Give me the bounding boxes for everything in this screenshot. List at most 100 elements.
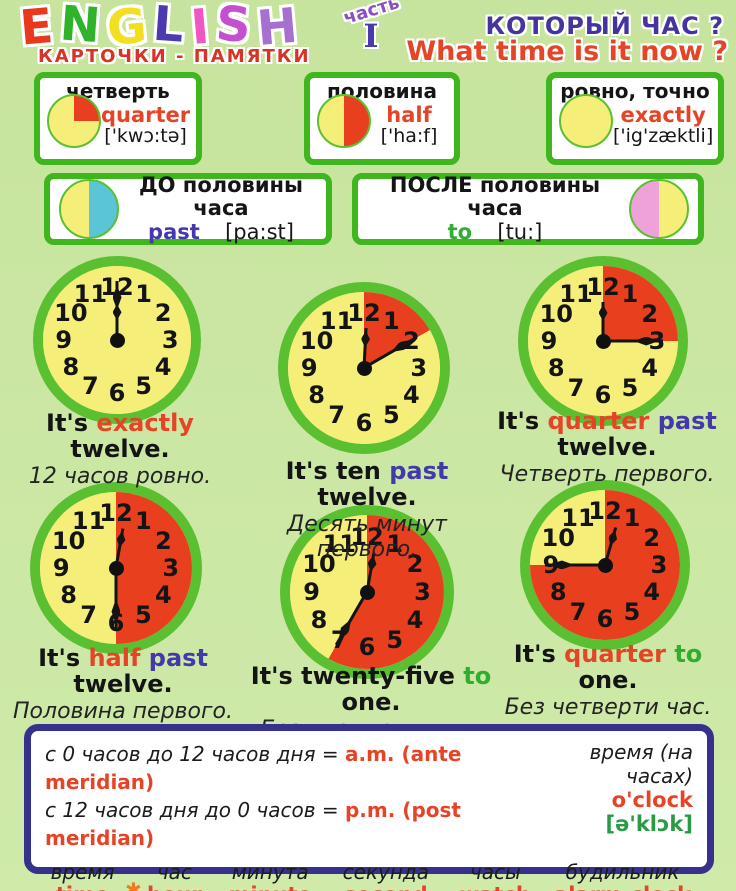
clock-face: 121234567891011 xyxy=(40,492,192,644)
vocab-alarm-clock: будильник alarm-clock [ə'la:m-klɔk] xyxy=(552,861,693,891)
concept-en: half xyxy=(386,102,432,127)
concept-card-half: половина half ['ha:f] xyxy=(304,72,460,165)
vocab-en: hour xyxy=(142,883,208,891)
clock-number: 5 xyxy=(386,626,404,654)
text-segment: It's xyxy=(513,640,565,668)
clock-center-dot xyxy=(359,584,375,600)
text-segment: It's xyxy=(497,407,548,435)
caption-en: It's half past twelve. xyxy=(0,645,246,698)
hour-hand xyxy=(598,302,608,341)
concept-ru: четверть xyxy=(66,79,170,103)
clock-number: 12 xyxy=(347,299,381,328)
vocab-time: время time ['taim] xyxy=(45,861,120,891)
quarter-pie-icon xyxy=(47,94,101,148)
clock-number: 11 xyxy=(71,506,106,535)
minute-hand xyxy=(545,564,605,567)
clock-number: 4 xyxy=(403,381,420,410)
concept-en: exactly xyxy=(620,102,706,127)
clock-number: 4 xyxy=(154,352,172,381)
clock-number: 10 xyxy=(51,526,86,555)
rule-ipa: [tu:] xyxy=(497,220,543,245)
clock-number: 11 xyxy=(561,504,595,533)
vocab-en: minute xyxy=(229,883,312,891)
text-segment: [ə'klɔk] xyxy=(605,812,693,836)
am-rule: с 0 часов до 12 часов дня = a.m. (ante m… xyxy=(45,740,532,796)
text-segment: to xyxy=(674,640,703,668)
clock-number: 12 xyxy=(586,273,620,301)
text-segment: o'clock xyxy=(611,788,693,812)
clock-number: 11 xyxy=(322,529,356,558)
text-segment: twelve. xyxy=(317,483,417,512)
clock-caption: It's quarter to one. Без четверти час. xyxy=(482,641,734,720)
clock-number: 10 xyxy=(539,300,573,328)
text-segment: a.m. (ante meridian) xyxy=(45,742,462,794)
clock-face: 121234567891011 xyxy=(528,266,678,416)
text-segment: quarter xyxy=(547,407,650,435)
clock-number: 9 xyxy=(303,578,320,606)
clock-number: 5 xyxy=(383,401,400,430)
caption-en: It's quarter to one. xyxy=(482,641,734,694)
caption-en: It's twenty-five to one. xyxy=(234,663,508,716)
clock-number: 6 xyxy=(596,605,614,633)
text-segment: E xyxy=(17,0,63,57)
clock-number: 8 xyxy=(62,352,80,381)
clock-number: 4 xyxy=(641,354,659,382)
vocab-en: second xyxy=(333,883,438,891)
concept-ipa: ['kwɔ:tə] xyxy=(104,124,187,147)
caption-ru: Четверть первого. xyxy=(499,461,715,487)
caption-ru: Десять минут первого. xyxy=(287,511,447,563)
clock-number: 11 xyxy=(559,280,593,309)
text-segment xyxy=(140,644,148,672)
minute-hand xyxy=(115,568,118,629)
text-segment: half xyxy=(88,644,141,672)
text-segment: quarter xyxy=(564,640,666,668)
clock-twenty-five-to-one: 121234567891011 xyxy=(280,505,454,679)
text-segment: twelve. xyxy=(70,435,170,464)
clock-number: 7 xyxy=(328,401,345,430)
clock-number: 8 xyxy=(308,381,325,410)
to-pie-icon xyxy=(629,179,689,239)
concept-card-exactly: ровно, точно exactly ['ig'zæktli] xyxy=(546,72,724,165)
clock-quarter-to-one: 121234567891011 xyxy=(520,480,690,650)
concept-en: quarter xyxy=(101,102,191,127)
rule-ru: ПОСЛЕ половины часа xyxy=(389,172,601,220)
vocab-en: watch xyxy=(460,883,531,891)
clock-number: 3 xyxy=(414,578,431,606)
vocab-second: секунда second ['sekənd] xyxy=(333,861,438,891)
rule-en: to xyxy=(447,220,473,245)
text-segment: to xyxy=(463,662,492,690)
minute-hand xyxy=(603,340,663,343)
clock-ten-past-twelve: 121234567891011 xyxy=(278,282,450,454)
text-segment: N xyxy=(57,0,109,55)
part-number: I xyxy=(363,17,379,55)
clock-number: 6 xyxy=(358,633,376,662)
clock-number: 12 xyxy=(99,499,133,528)
clock-exactly-twelve: 121234567891011 xyxy=(33,256,201,424)
caption-en: It's ten past twelve. xyxy=(238,458,496,511)
half-pie-icon xyxy=(317,94,371,148)
am-pm-rules: с 0 часов до 12 часов дня = a.m. (ante m… xyxy=(45,740,532,852)
subtitle: КАРТОЧКИ - ПАМЯТКИ xyxy=(38,46,311,67)
clock-number: 7 xyxy=(569,597,587,626)
clock-number: 10 xyxy=(302,550,336,579)
text-segment xyxy=(649,407,657,435)
text-segment: past xyxy=(389,457,449,485)
text-segment: с 0 часов до 12 часов дня = xyxy=(45,742,345,766)
clock-number: 2 xyxy=(155,526,172,555)
clock-number: 8 xyxy=(60,581,77,610)
decoration-mark: ✱ xyxy=(125,878,142,891)
past-pie-icon xyxy=(59,179,119,239)
concept-ipa: ['ig'zæktli] xyxy=(613,124,714,147)
page-title: ENGLISH xyxy=(17,0,307,57)
clock-number: 7 xyxy=(567,373,585,402)
vocab-ru: часы xyxy=(469,860,521,884)
clock-face: 121234567891011 xyxy=(43,266,191,414)
text-segment: L xyxy=(151,0,193,55)
oclock-en: o'clock [ə'klɔk] xyxy=(532,788,693,836)
clock-number: 12 xyxy=(588,497,622,525)
clock-number: 4 xyxy=(406,605,424,634)
caption-en: It's quarter past twelve. xyxy=(478,408,736,461)
clock-number: 9 xyxy=(55,326,73,354)
clock-number: 1 xyxy=(135,506,152,535)
